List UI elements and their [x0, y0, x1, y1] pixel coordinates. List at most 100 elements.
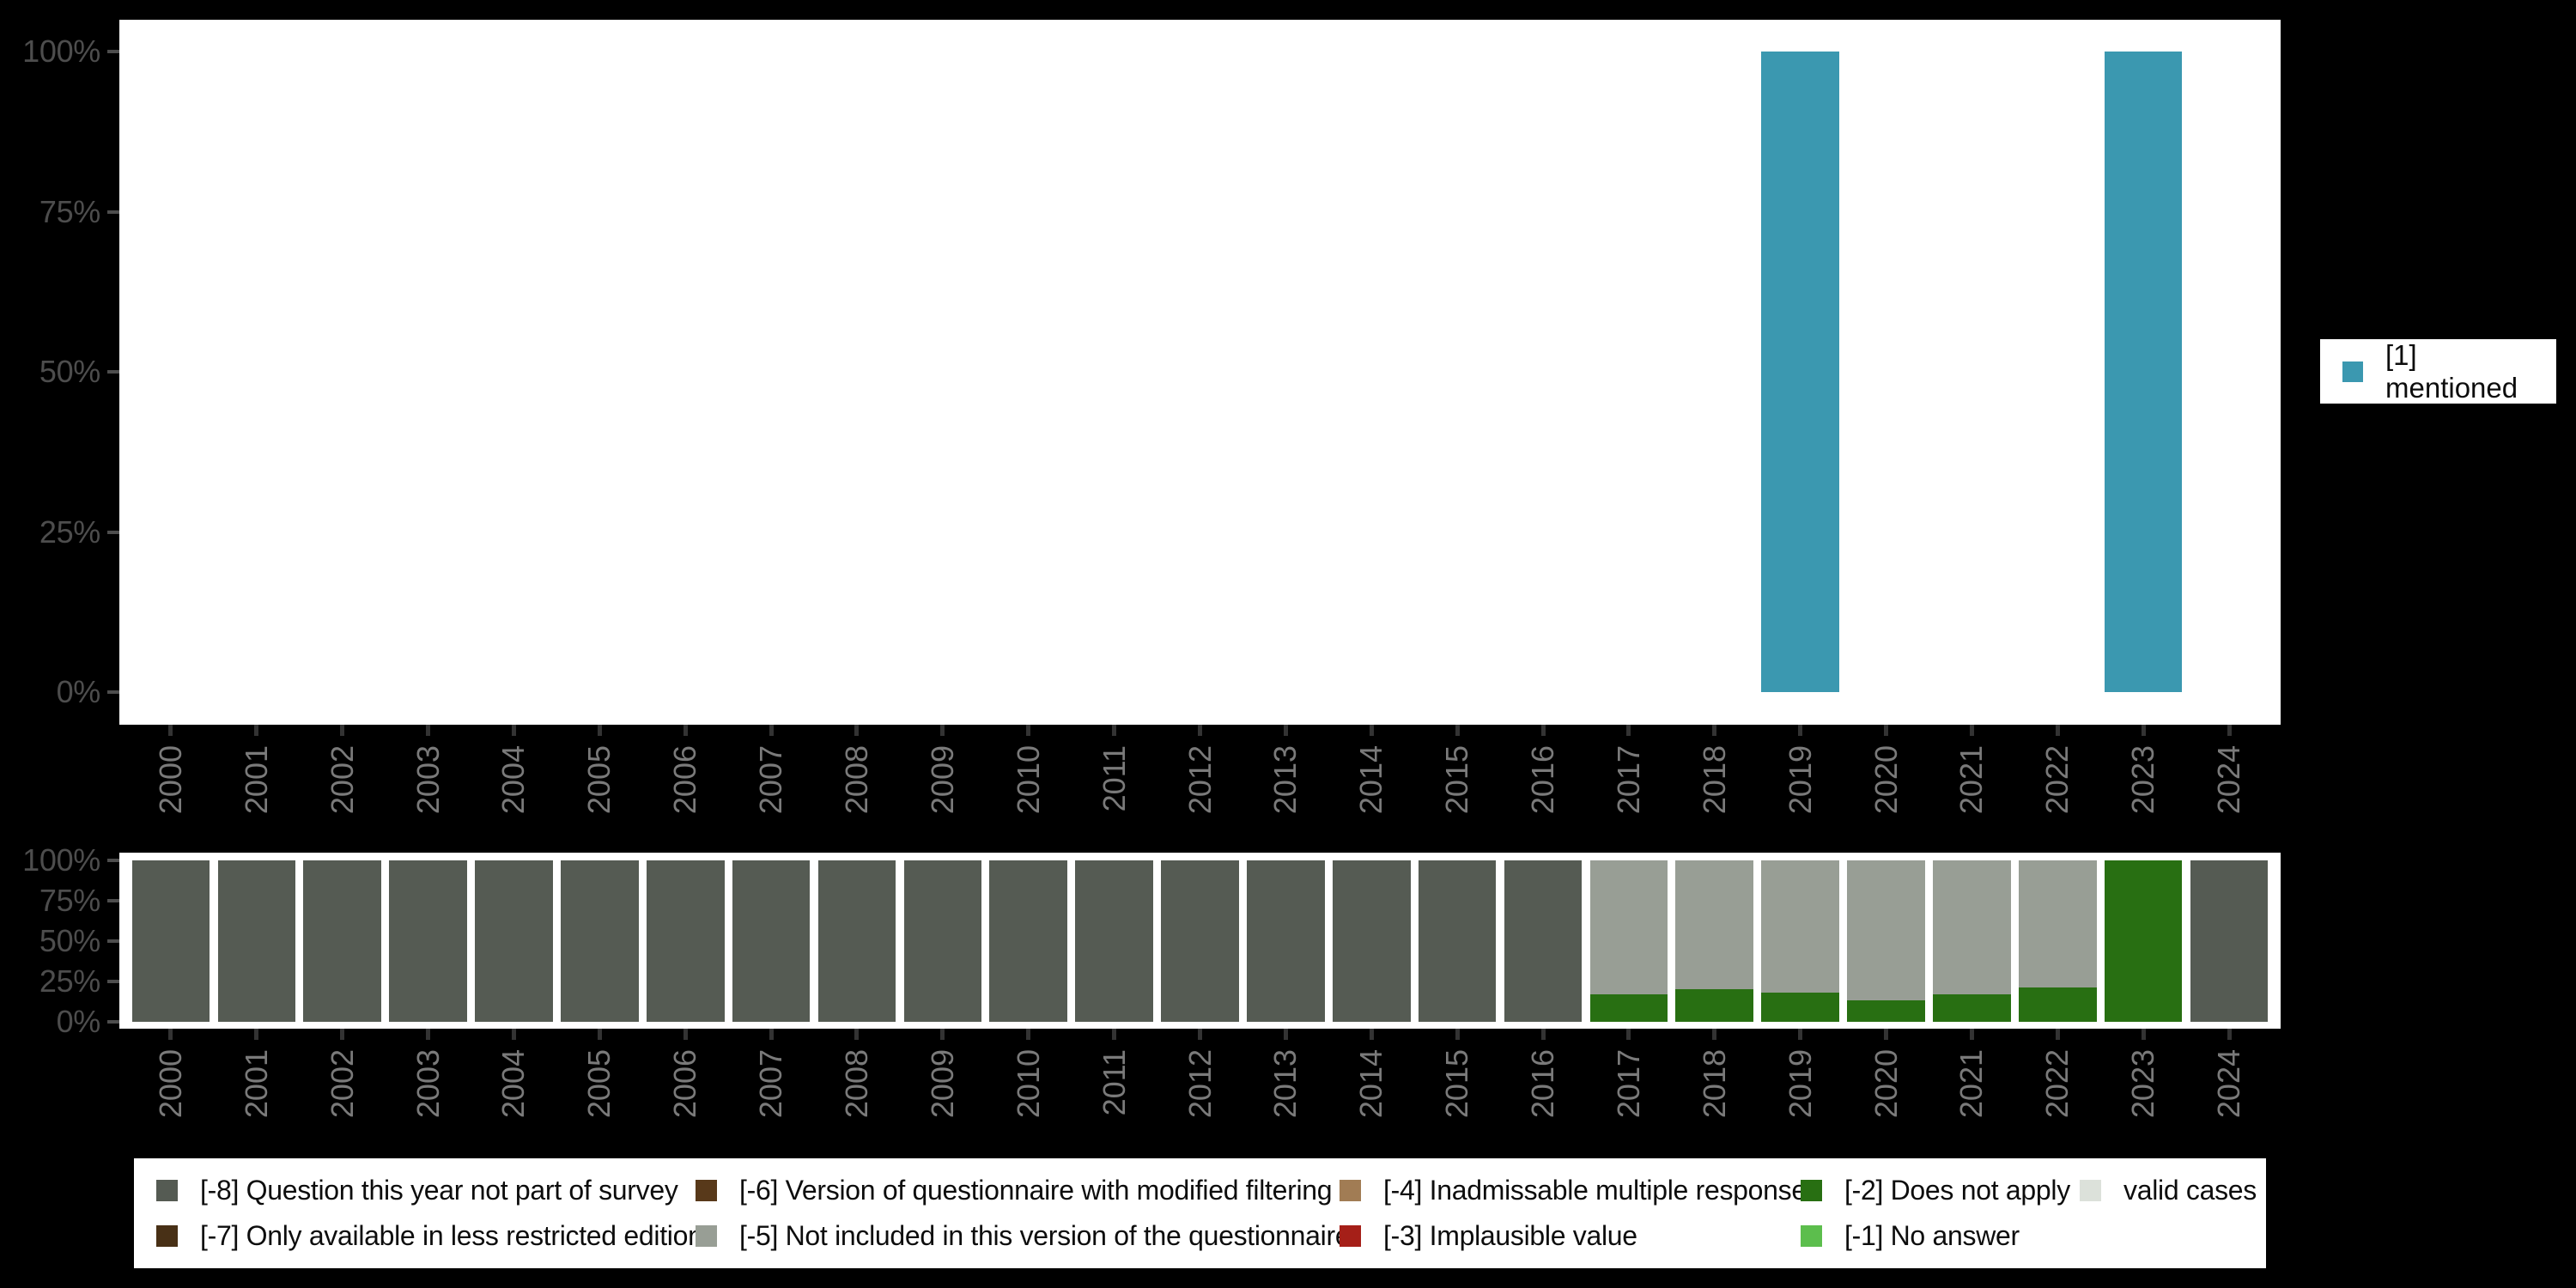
x-label-2017-bottom: 2017: [1610, 1049, 1646, 1119]
legend-label-valid-cases: valid cases: [2123, 1175, 2257, 1206]
x-tick-2008-top: [854, 725, 860, 736]
y-label-25%: 25%: [39, 513, 100, 550]
legend-swatch-minus-6: [696, 1180, 717, 1201]
top-chart-legend: [1] mentioned: [2320, 339, 2556, 404]
x-tick-2009-bottom: [940, 1029, 945, 1040]
x-tick-2013-top: [1283, 725, 1288, 736]
x-tick-2018-bottom: [1712, 1029, 1717, 1040]
x-label-2002-bottom: 2002: [324, 1049, 360, 1119]
legend-item-minus-8: [-8] Question this year not part of surv…: [156, 1175, 678, 1206]
y-tick-0%: [107, 1019, 119, 1024]
legend-swatch-valid-cases: [2080, 1180, 2101, 1201]
legend-swatch-minus-3: [1340, 1225, 1361, 1247]
x-tick-2010-bottom: [1026, 1029, 1031, 1040]
y-label-50%: 50%: [39, 354, 100, 389]
bottom-bar-2021--5: [1933, 860, 2011, 994]
x-tick-2011-top: [1112, 725, 1117, 736]
top-chart-plot-area: [119, 20, 2281, 725]
x-tick-2007-top: [769, 725, 774, 736]
legend-label-minus-5: [-5] Not included in this version of the…: [739, 1220, 1351, 1251]
x-tick-2009-top: [940, 725, 945, 736]
bottom-bar-2001--8: [217, 860, 296, 1022]
y-tick-50%: [107, 939, 119, 943]
bottom-bar-2010--8: [989, 860, 1068, 1022]
x-label-2017-top: 2017: [1610, 745, 1646, 815]
y-tick-100%: [107, 50, 119, 53]
x-label-2004-bottom: 2004: [495, 1049, 532, 1119]
x-tick-2014-top: [1369, 725, 1374, 736]
x-label-2020-bottom: 2020: [1868, 1049, 1904, 1119]
bottom-bar-2014--8: [1332, 860, 1411, 1022]
x-label-2016-bottom: 2016: [1525, 1049, 1561, 1119]
legend-swatch-mentioned: [2342, 361, 2363, 382]
x-tick-2001-bottom: [254, 1029, 259, 1040]
x-tick-2008-bottom: [854, 1029, 860, 1040]
x-label-2003-bottom: 2003: [410, 1049, 446, 1119]
x-tick-2013-bottom: [1283, 1029, 1288, 1040]
legend-item-minus-4: [-4] Inadmissable multiple response: [1340, 1175, 1807, 1206]
x-label-2011-bottom: 2011: [1096, 1049, 1132, 1116]
x-tick-2024-bottom: [2227, 1029, 2232, 1040]
x-tick-2007-bottom: [769, 1029, 774, 1040]
x-tick-2016-bottom: [1540, 1029, 1546, 1040]
bottom-bar-2005--8: [561, 860, 639, 1022]
y-label-100%: 100%: [22, 842, 100, 878]
x-label-2003-top: 2003: [410, 745, 446, 815]
x-tick-2022-bottom: [2055, 1029, 2060, 1040]
bottom-bar-2003--8: [389, 860, 467, 1022]
legend-item-minus-2: [-2] Does not apply: [1801, 1175, 2070, 1206]
x-label-2009-bottom: 2009: [924, 1049, 960, 1119]
x-label-2005-top: 2005: [581, 745, 617, 815]
x-tick-2004-top: [511, 725, 516, 736]
x-tick-2014-bottom: [1369, 1029, 1374, 1040]
y-label-100%: 100%: [22, 33, 100, 69]
x-label-2001-top: 2001: [238, 745, 274, 815]
bottom-bar-2020--5: [1847, 860, 1925, 1001]
bottom-bar-2012--8: [1161, 860, 1239, 1022]
x-tick-2019-top: [1798, 725, 1803, 736]
y-tick-100%: [107, 859, 119, 862]
x-label-2013-bottom: 2013: [1267, 1049, 1303, 1119]
x-tick-2010-top: [1026, 725, 1031, 736]
legend-swatch-minus-4: [1340, 1180, 1361, 1201]
x-label-2006-top: 2006: [667, 745, 703, 815]
bottom-bar-2015--8: [1418, 860, 1497, 1022]
x-label-2014-bottom: 2014: [1353, 1049, 1389, 1119]
x-label-2006-bottom: 2006: [667, 1049, 703, 1119]
legend-item-minus-5: [-5] Not included in this version of the…: [696, 1220, 1351, 1251]
bottom-bar-2011--8: [1075, 860, 1153, 1022]
x-label-2012-bottom: 2012: [1182, 1049, 1218, 1119]
x-label-2008-top: 2008: [838, 745, 874, 815]
x-tick-2000-bottom: [168, 1029, 173, 1040]
bottom-bar-2009--8: [903, 860, 982, 1022]
x-label-2000-top: 2000: [152, 745, 188, 815]
bottom-bar-2018--5: [1675, 860, 1754, 989]
x-label-2018-top: 2018: [1696, 745, 1732, 815]
x-tick-2016-top: [1540, 725, 1546, 736]
legend-item-minus-7: [-7] Only available in less restricted e…: [156, 1220, 703, 1251]
y-label-75%: 75%: [39, 882, 100, 918]
legend-label-minus-7: [-7] Only available in less restricted e…: [200, 1220, 703, 1251]
top-bar-2019-1: [1761, 52, 1839, 692]
x-tick-2002-bottom: [340, 1029, 345, 1040]
y-label-0%: 0%: [56, 674, 101, 709]
legend-label-minus-1: [-1] No answer: [1844, 1220, 2020, 1251]
x-tick-2018-top: [1712, 725, 1717, 736]
legend-item-minus-1: [-1] No answer: [1801, 1220, 2020, 1251]
y-tick-25%: [107, 979, 119, 983]
legend-label-minus-2: [-2] Does not apply: [1844, 1175, 2070, 1206]
x-tick-2002-top: [340, 725, 345, 736]
x-label-2019-top: 2019: [1782, 745, 1818, 815]
legend-label-mentioned: [1] mentioned: [2385, 338, 2518, 404]
y-label-25%: 25%: [39, 963, 100, 999]
missing-values-legend: [-8] Question this year not part of surv…: [134, 1158, 2266, 1268]
x-tick-2012-bottom: [1198, 1029, 1202, 1040]
bottom-bar-2018--2: [1675, 989, 1754, 1022]
legend-swatch-minus-1: [1801, 1225, 1822, 1247]
legend-swatch-minus-2: [1801, 1180, 1822, 1201]
bottom-bar-2007--8: [732, 860, 811, 1022]
y-tick-75%: [107, 898, 119, 902]
legend-label-minus-6: [-6] Version of questionnaire with modif…: [739, 1175, 1333, 1206]
x-label-2002-top: 2002: [324, 745, 360, 815]
